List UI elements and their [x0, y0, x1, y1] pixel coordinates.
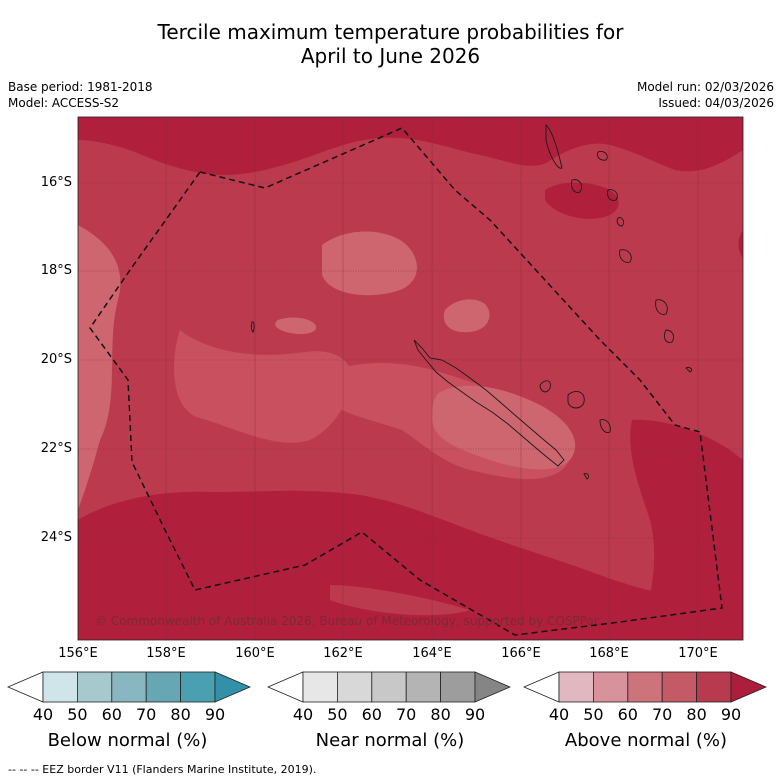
colorbar-segment [111, 671, 147, 703]
colorbar-near-normal [266, 671, 512, 703]
colorbar-tick-label: 70 [652, 705, 673, 724]
probability-band-80-90-north [78, 117, 743, 175]
colorbar-tick-label: 70 [396, 705, 417, 724]
lat-label-16s: 16°S [40, 175, 72, 190]
colorbar-tick-label: 60 [617, 705, 638, 724]
colorbar-tick-label: 40 [548, 705, 570, 724]
colorbar-segment [593, 671, 629, 703]
lon-label-170e: 170°E [678, 646, 718, 661]
eez-legend-note: -- -- -- EEZ border V11 (Flanders Marine… [8, 763, 317, 776]
colorbar-segment [180, 671, 216, 703]
colorbar-segment [405, 671, 442, 703]
vanuatu-isle-1 [597, 151, 608, 161]
epi-island [607, 189, 618, 201]
colorbar-segment [371, 671, 407, 703]
ile-des-pins [583, 473, 589, 480]
colorbar-tick-label: 40 [32, 705, 54, 724]
base-period: Base period: 1981-2018 [8, 80, 153, 94]
colorbar-title-above: Above normal (%) [564, 730, 728, 751]
map-frame [77, 116, 744, 641]
colorbar-extend-high [214, 671, 252, 703]
colorbar-segment [145, 671, 181, 703]
probability-band-80-90-south [78, 490, 743, 640]
probability-band-60-70-small [443, 299, 490, 333]
colorbar-below-normal [6, 671, 252, 703]
colorbar-above-normal [522, 671, 768, 703]
probability-band-60-70-tiny [275, 317, 317, 334]
erromango [619, 249, 632, 263]
colorbar-segment [336, 671, 373, 703]
colorbar-tick-label: 50 [327, 705, 348, 724]
colorbar-tick-label: 90 [464, 705, 486, 724]
lat-gridlines [78, 182, 743, 539]
probability-band-60-70-new-caledonia [432, 385, 576, 470]
colorbar-segment [77, 671, 113, 703]
map-area [78, 117, 743, 640]
loyalty-island-1 [539, 380, 551, 393]
colorbar-title-below: Below normal (%) [47, 730, 208, 751]
probability-band-80-90-east [630, 419, 743, 640]
chart-title-line2: April to June 2026 [300, 44, 481, 68]
lon-label-158e: 158°E [146, 646, 186, 661]
loyalty-island-3 [599, 419, 611, 433]
probability-band-60-70-north [322, 231, 417, 296]
probability-band-65-west-central [174, 330, 353, 443]
probability-band-90-edge [738, 230, 743, 258]
colorbar-extend-high [730, 671, 768, 703]
lon-label-160e: 160°E [235, 646, 275, 661]
model-run: Model run: 02/03/2026 [636, 80, 774, 94]
colorbar-tick-label: 90 [204, 705, 226, 724]
issued-date: Issued: 04/03/2026 [658, 96, 774, 110]
efate [616, 217, 625, 227]
colorbar-title-near: Near normal (%) [315, 730, 465, 751]
colorbar-tick-label: 80 [430, 705, 451, 724]
lon-label-168e: 168°E [589, 646, 629, 661]
chesterfield-isle [250, 321, 255, 333]
chart-title-line1: Tercile maximum temperature probabilitie… [157, 20, 624, 44]
colorbar-segment [302, 671, 338, 703]
colorbar-tick-label: 60 [101, 705, 122, 724]
colorbar-tick-label: 90 [720, 705, 742, 724]
lon-label-164e: 164°E [412, 646, 452, 661]
lat-label-24s: 24°S [40, 530, 72, 545]
colorbar-tick-label: 60 [361, 705, 382, 724]
probability-band-70-80-bottom-gap [330, 585, 470, 616]
colorbar-segment [440, 671, 476, 703]
colorbar-extend-low [6, 671, 44, 703]
colorbar-tick-label: 40 [292, 705, 314, 724]
coastlines [250, 124, 693, 480]
lat-label-20s: 20°S [40, 352, 72, 367]
colorbar-segment [627, 671, 663, 703]
espiritu-santo [545, 124, 563, 169]
loyalty-island-2 [567, 391, 585, 409]
colorbar-tick-label: 80 [686, 705, 707, 724]
colorbar-extend-high [474, 671, 512, 703]
lat-label-18s: 18°S [40, 263, 72, 278]
colorbar-segment [696, 671, 732, 703]
colorbar-segment [661, 671, 698, 703]
lon-label-166e: 166°E [501, 646, 541, 661]
colorbar-extend-low [266, 671, 304, 703]
malekula [571, 179, 583, 193]
southern-isle [685, 367, 693, 373]
colorbar-extend-low [522, 671, 560, 703]
colorbar-segment [558, 671, 594, 703]
lon-label-162e: 162°E [323, 646, 363, 661]
copyright-notice: © Commonwealth of Australia 2026, Bureau… [95, 614, 601, 628]
colorbar-segment [42, 671, 78, 703]
tanna [655, 299, 668, 315]
lon-gridlines [78, 117, 699, 640]
colorbar-tick-label: 70 [136, 705, 157, 724]
aneityum [663, 329, 675, 343]
probability-band-60-70-west [78, 225, 121, 510]
colorbar-tick-label: 50 [583, 705, 604, 724]
colorbar-tick-label: 80 [170, 705, 191, 724]
model-name: Model: ACCESS-S2 [8, 96, 120, 110]
lat-label-22s: 22°S [40, 441, 72, 456]
new-caledonia-coast [413, 339, 565, 467]
colorbar-tick-label: 50 [67, 705, 88, 724]
lon-label-156e: 156°E [58, 646, 98, 661]
probability-band-80-90-vanuatu [545, 182, 619, 219]
